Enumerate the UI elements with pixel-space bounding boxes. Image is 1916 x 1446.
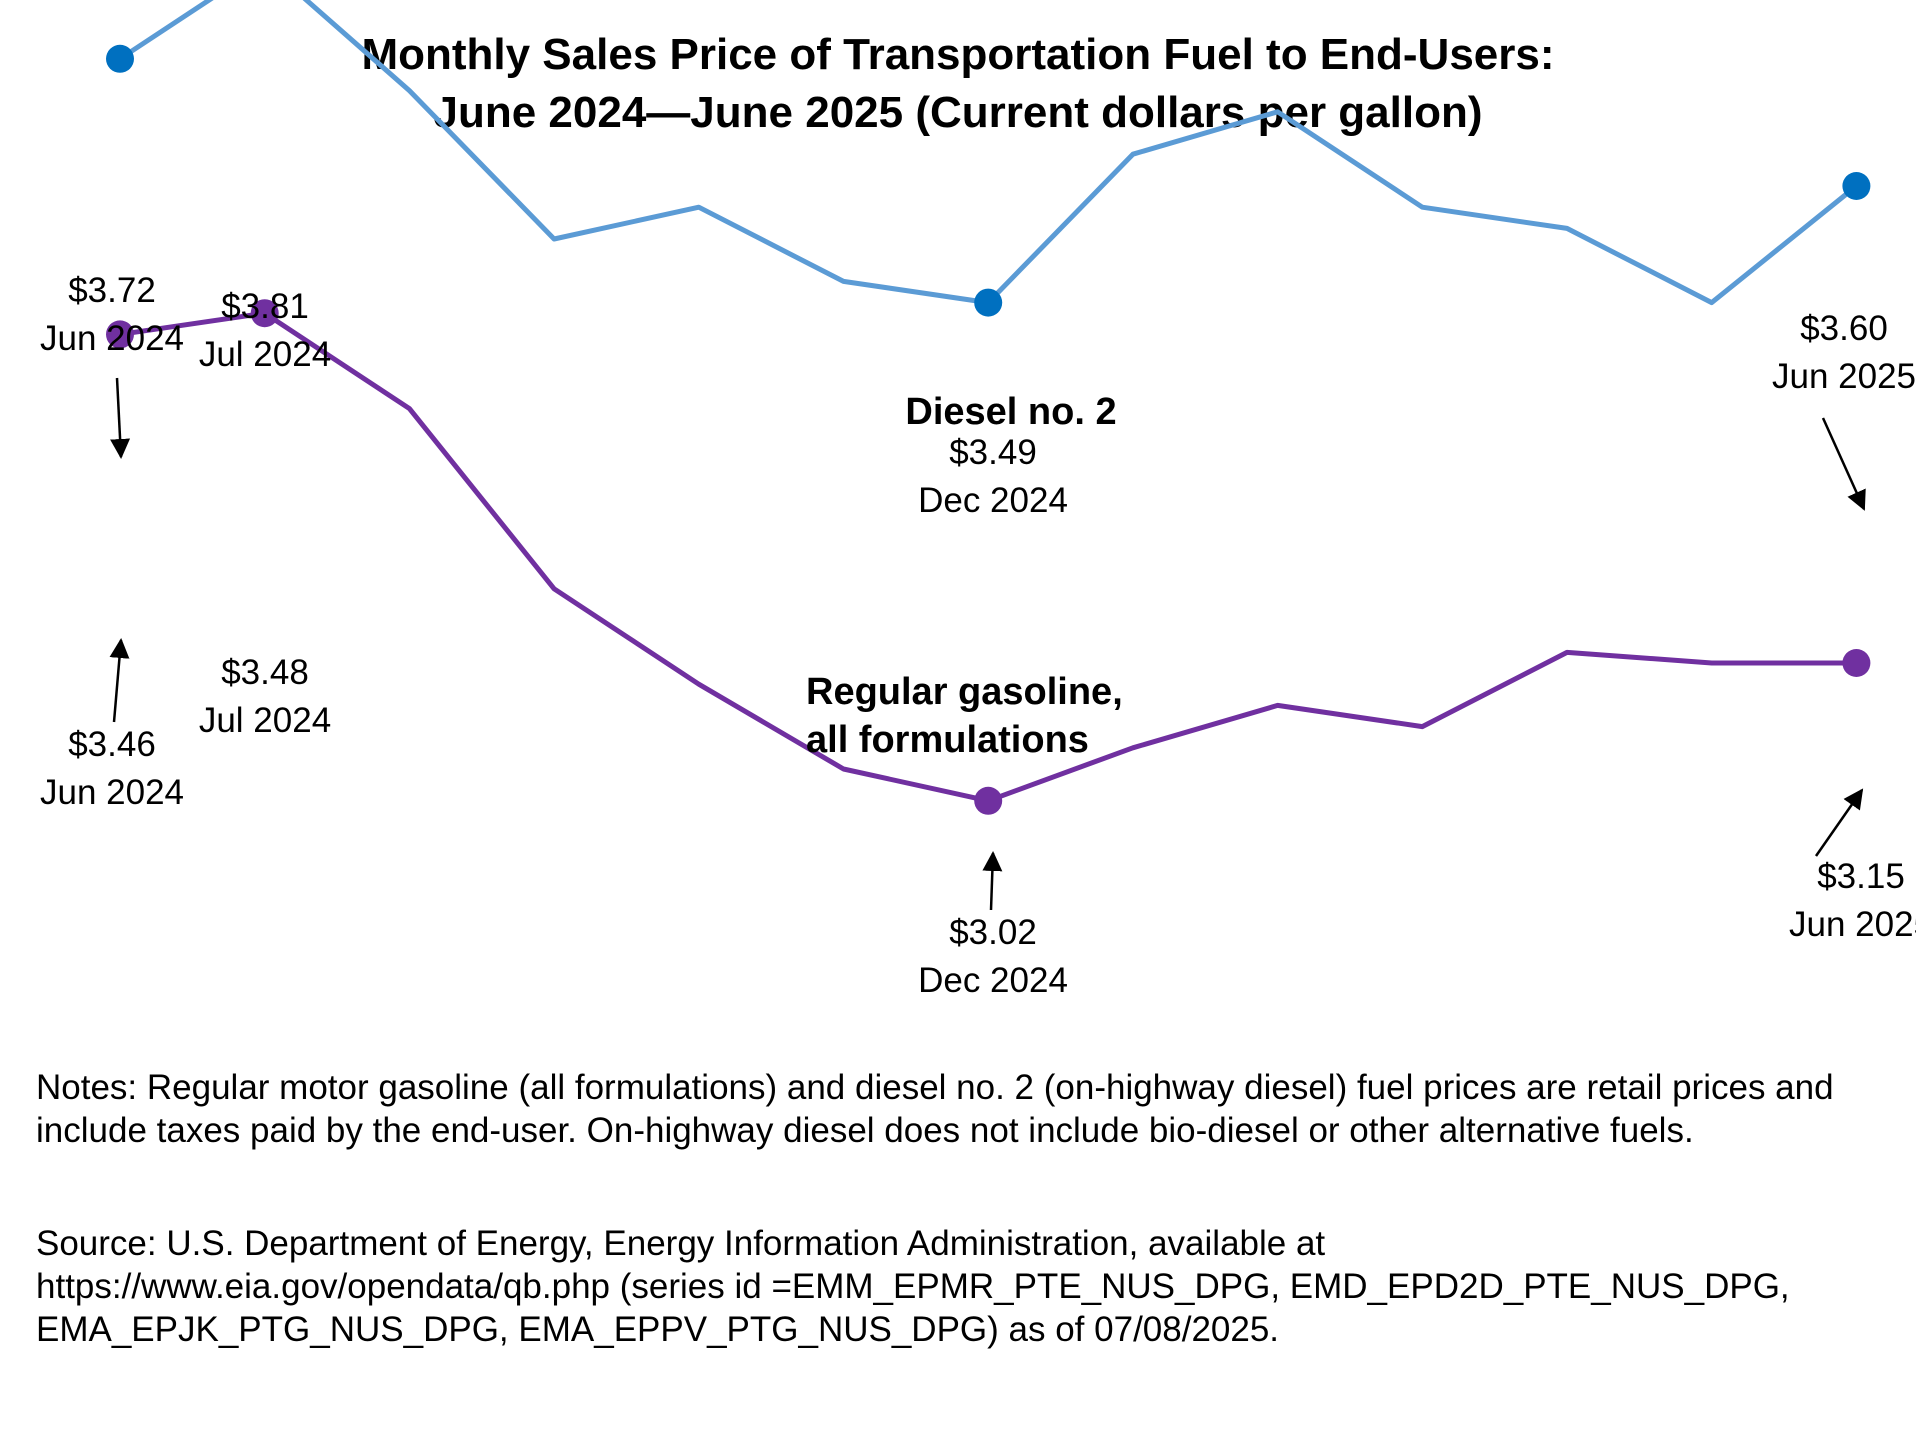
gasoline-label-line-1: Regular gasoline, — [806, 671, 1123, 713]
annotation-date-gas-jun-2024: Jun 2024 — [40, 773, 184, 812]
annotation-date-diesel-jun-2024: Jun 2024 — [40, 319, 184, 358]
annotation-date-diesel-jul-2024: Jul 2024 — [199, 335, 331, 374]
annotation-price-gas-jun-2025: $3.15 — [1817, 857, 1905, 896]
gasoline-point-jun-2024 — [106, 320, 134, 349]
annotation-price-diesel-jul-2024: $3.81 — [221, 287, 309, 326]
diesel-point-dec-2024 — [974, 288, 1003, 317]
diesel-point-jun-2025 — [1842, 172, 1871, 200]
chart-title-line-1: Monthly Sales Price of Transportation Fu… — [361, 30, 1555, 79]
diesel-series-line — [118, 0, 1858, 306]
chart-plot-area: $3.72 Jun 2024 $3.81 Jul 2024 $3.49 Dec 2024 $… — [40, 0, 1916, 1000]
annotation-date-diesel-jun-2025: Jun 2025 — [1772, 357, 1916, 396]
annotation-date-gas-jul-2024: Jul 2024 — [199, 701, 331, 740]
annotation-date-gas-jun-2025: Jun 2025 — [1789, 905, 1916, 944]
chart-source: Source: U.S. Department of Energy, Energ… — [36, 1224, 1790, 1349]
diesel-label-line-1: Diesel no. 2 — [905, 391, 1116, 433]
gasoline-label-line-2: all formulations — [806, 719, 1089, 761]
annotation-price-diesel-jun-2025: $3.60 — [1800, 309, 1888, 348]
annotation-arrow-gas-dec-2024 — [982, 851, 1003, 911]
annotation-arrow-diesel-jun-2024 — [110, 377, 131, 459]
annotation-price-diesel-jun-2024: $3.72 — [68, 271, 156, 310]
annotation-arrow-diesel-jun-2025 — [1821, 417, 1866, 511]
gasoline-point-jun-2025 — [1842, 649, 1871, 677]
annotation-price-gas-dec-2024: $3.02 — [949, 913, 1037, 952]
annotation-price-gas-jul-2024: $3.48 — [221, 653, 309, 692]
annotation-date-diesel-dec-2024: Dec 2024 — [918, 481, 1068, 520]
annotation-arrow-gas-jun-2024 — [109, 638, 130, 723]
annotation-arrow-gas-jun-2025 — [1814, 788, 1864, 857]
annotation-price-gas-jun-2024: $3.46 — [68, 725, 156, 764]
gasoline-point-dec-2024 — [974, 786, 1003, 815]
annotation-price-diesel-dec-2024: $3.49 — [949, 433, 1037, 472]
annotation-date-gas-dec-2024: Dec 2024 — [918, 961, 1068, 1000]
chart-notes: Notes: Regular motor gasoline (all formu… — [36, 1068, 1834, 1150]
diesel-point-jun-2024 — [106, 44, 134, 73]
gasoline-point-jul-2024 — [250, 299, 279, 328]
chart-title: Monthly Sales Price of Transportation Fu… — [0, 26, 1916, 142]
